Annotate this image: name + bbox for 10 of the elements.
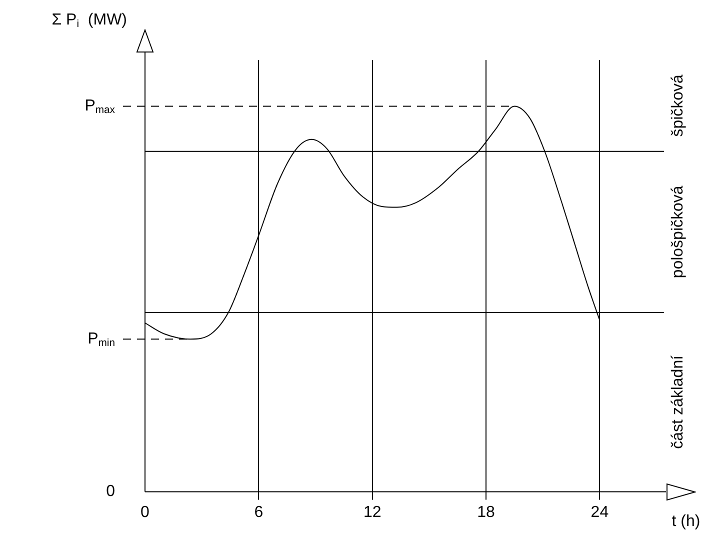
x-tick-label: 18: [477, 504, 496, 521]
text: pološpičková: [669, 186, 686, 278]
x-tick-label: 6: [254, 504, 264, 521]
text: část základní: [669, 354, 686, 449]
x-tick-label: 24: [590, 504, 609, 521]
x-tick-label: 12: [363, 504, 382, 521]
text: špičková: [669, 74, 686, 137]
text: 0: [106, 483, 116, 500]
x-axis-title: t (h): [672, 513, 700, 530]
x-tick-label: 0: [140, 504, 150, 521]
